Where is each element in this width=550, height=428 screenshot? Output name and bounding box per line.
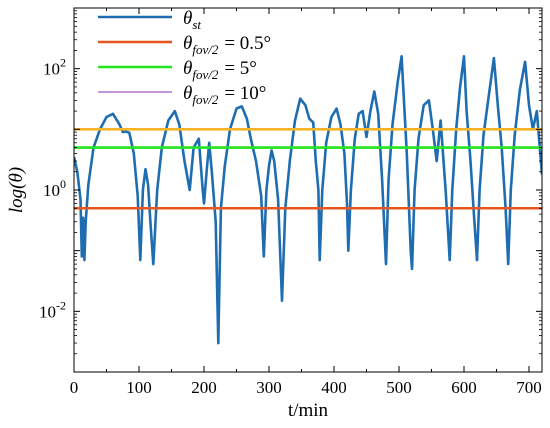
y-axis-label: log(θ) [6,167,27,213]
y-tick-label: 102 [43,56,66,79]
legend-entry-2: θfov/2 = 5° [183,58,257,82]
x-tick-label: 700 [516,378,542,397]
x-tick-label: 600 [451,378,477,397]
x-tick-label: 400 [321,378,347,397]
legend-entry-1: θfov/2 = 0.5° [183,33,271,57]
legend-entry-0: θst [183,8,201,32]
x-tick-label: 300 [256,378,282,397]
x-axis-label: t/min [288,400,329,421]
x-tick-label: 500 [386,378,412,397]
series-layer [74,55,542,345]
y-tick-label: 10-2 [39,298,66,321]
x-tick-label: 100 [126,378,152,397]
y-tick-label: 100 [43,177,66,200]
series-line-theta-st [74,55,542,345]
x-tick-label: 0 [70,378,79,397]
legend-entry-3: θfov/2 = 10° [183,83,266,107]
tick-layer: 0 100 200 300 400 500 600 700 10-2 100 102 [39,8,542,397]
x-tick-label: 200 [191,378,217,397]
